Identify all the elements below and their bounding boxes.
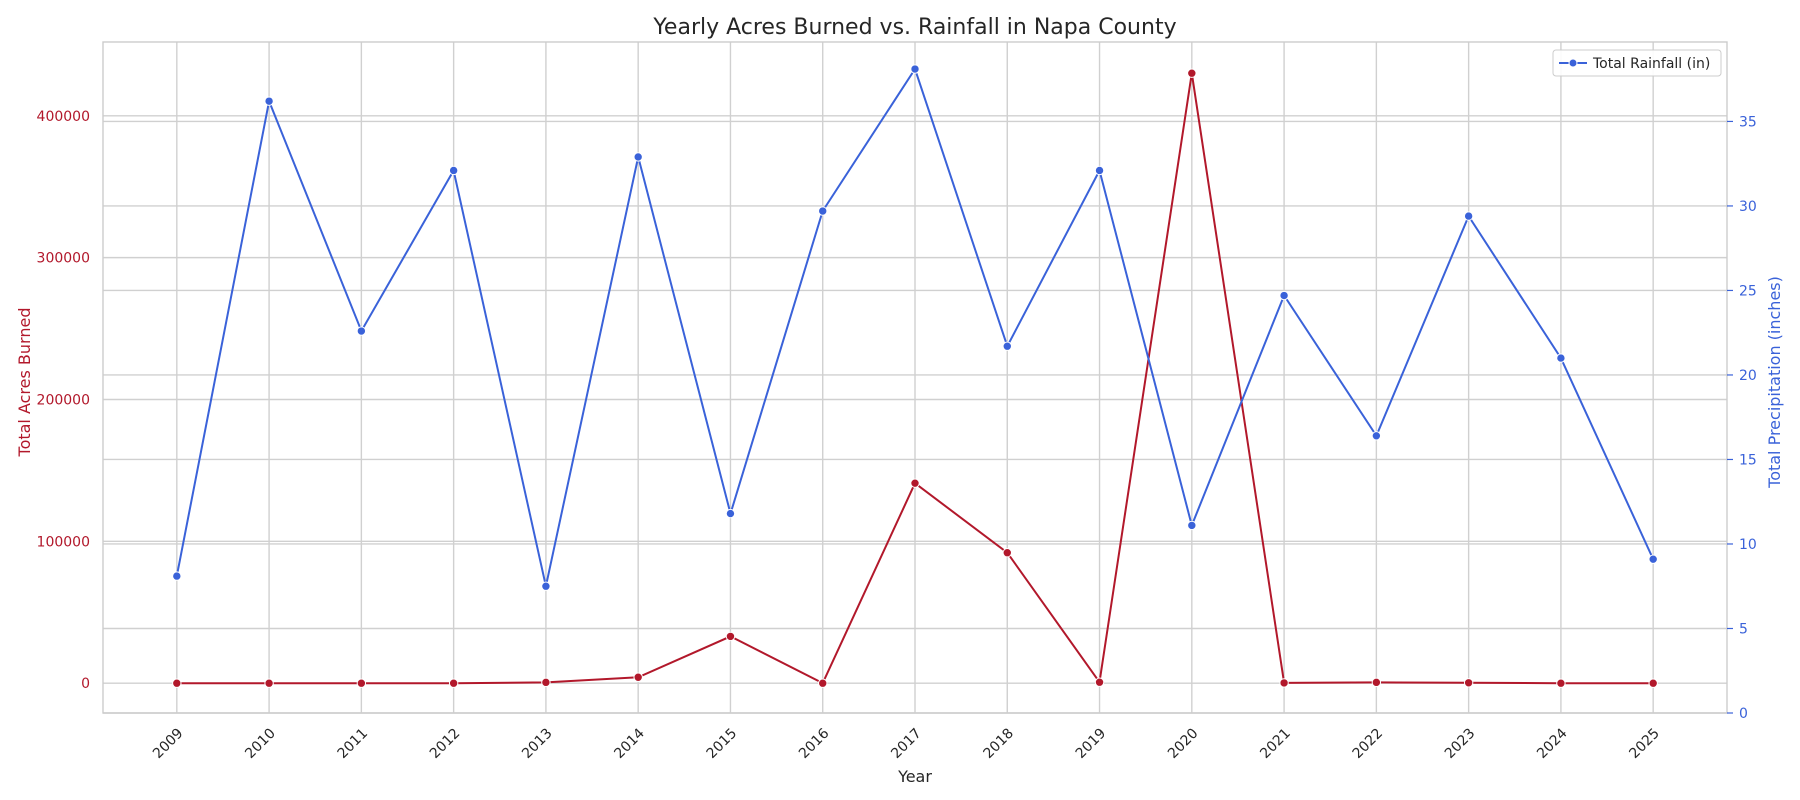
y-right-tick-label: 10 [1739, 537, 1757, 553]
data-point-rainfall [1556, 353, 1566, 363]
y-right-tick-label: 0 [1739, 706, 1748, 722]
data-point-rainfall [1094, 165, 1105, 176]
x-tick-label: 2017 [888, 725, 925, 762]
data-point-rainfall [172, 571, 182, 581]
data-point-acres-burned [1002, 547, 1012, 558]
data-point-rainfall [541, 581, 551, 591]
y-left-tick-label: 200000 [37, 392, 90, 408]
x-tick-label: 2015 [704, 725, 741, 762]
y-left-tick-label: 0 [81, 676, 90, 692]
data-point-rainfall [448, 165, 459, 176]
legend-box [1552, 49, 1722, 77]
x-tick-label: 2024 [1534, 725, 1571, 762]
data-point-rainfall [264, 96, 274, 106]
x-tick-label: 2020 [1165, 725, 1202, 762]
y-right-tick-label: 35 [1739, 114, 1757, 130]
y-left-tick-label: 300000 [37, 251, 90, 267]
x-tick-label: 2012 [427, 725, 464, 762]
data-point-rainfall [1187, 520, 1197, 531]
data-point-acres-burned [725, 631, 736, 642]
legend-swatch-marker [1568, 58, 1578, 68]
data-point-acres-burned [1279, 678, 1289, 688]
y-left-axis-label: Total Acres Burned [15, 308, 34, 458]
data-point-acres-burned [172, 678, 182, 688]
data-point-rainfall [356, 326, 367, 336]
data-point-acres-burned [633, 672, 643, 682]
data-point-rainfall [1463, 211, 1474, 221]
data-point-rainfall [1002, 341, 1012, 351]
x-tick-label: 2016 [796, 725, 833, 762]
data-point-rainfall [1648, 554, 1658, 564]
data-point-rainfall [818, 206, 828, 216]
y-right-tick-label: 20 [1739, 368, 1757, 384]
data-point-rainfall [1279, 290, 1289, 301]
y-right-axis-label: Total Precipitation (inches) [1765, 276, 1784, 489]
x-axis-label: Year [897, 767, 932, 786]
x-tick-label: 2018 [981, 725, 1018, 762]
x-tick-label: 2013 [519, 725, 556, 762]
data-point-rainfall [910, 64, 920, 74]
data-point-acres-burned [541, 677, 551, 688]
data-point-acres-burned [1556, 678, 1566, 688]
x-tick-label: 2025 [1626, 725, 1663, 762]
data-point-acres-burned [1371, 677, 1382, 688]
y-right-tick-label: 15 [1739, 452, 1757, 468]
x-tick-label: 2019 [1073, 725, 1110, 762]
x-tick-label: 2010 [242, 725, 279, 762]
legend-label: Total Rainfall (in) [1592, 56, 1710, 72]
y-right-tick-label: 30 [1739, 199, 1757, 215]
data-point-acres-burned [1187, 68, 1197, 78]
y-left-tick-label: 100000 [37, 534, 90, 550]
data-point-acres-burned [1094, 677, 1105, 687]
data-point-rainfall [1371, 431, 1382, 441]
data-point-rainfall [633, 152, 643, 162]
x-tick-label: 2022 [1350, 725, 1387, 762]
data-point-acres-burned [818, 678, 828, 688]
legend: Total Rainfall (in) [1552, 49, 1722, 77]
data-point-acres-burned [448, 678, 459, 688]
x-tick-label: 2023 [1442, 725, 1479, 762]
data-point-acres-burned [264, 678, 274, 688]
x-tick-label: 2021 [1257, 725, 1294, 762]
x-tick-label: 2011 [335, 725, 372, 762]
chart-title: Yearly Acres Burned vs. Rainfall in Napa… [652, 15, 1176, 40]
data-point-acres-burned [910, 478, 920, 488]
y-left-tick-label: 400000 [37, 109, 90, 125]
data-point-rainfall [725, 508, 736, 519]
y-right-tick-label: 5 [1739, 621, 1748, 637]
data-point-acres-burned [356, 678, 367, 688]
y-right-tick-label: 25 [1739, 283, 1757, 299]
x-tick-label: 2009 [150, 725, 187, 762]
x-tick-label: 2014 [611, 725, 648, 762]
data-point-acres-burned [1463, 678, 1474, 688]
data-point-acres-burned [1648, 678, 1658, 688]
grid-lines [103, 42, 1727, 714]
plot-frame [102, 41, 1728, 714]
